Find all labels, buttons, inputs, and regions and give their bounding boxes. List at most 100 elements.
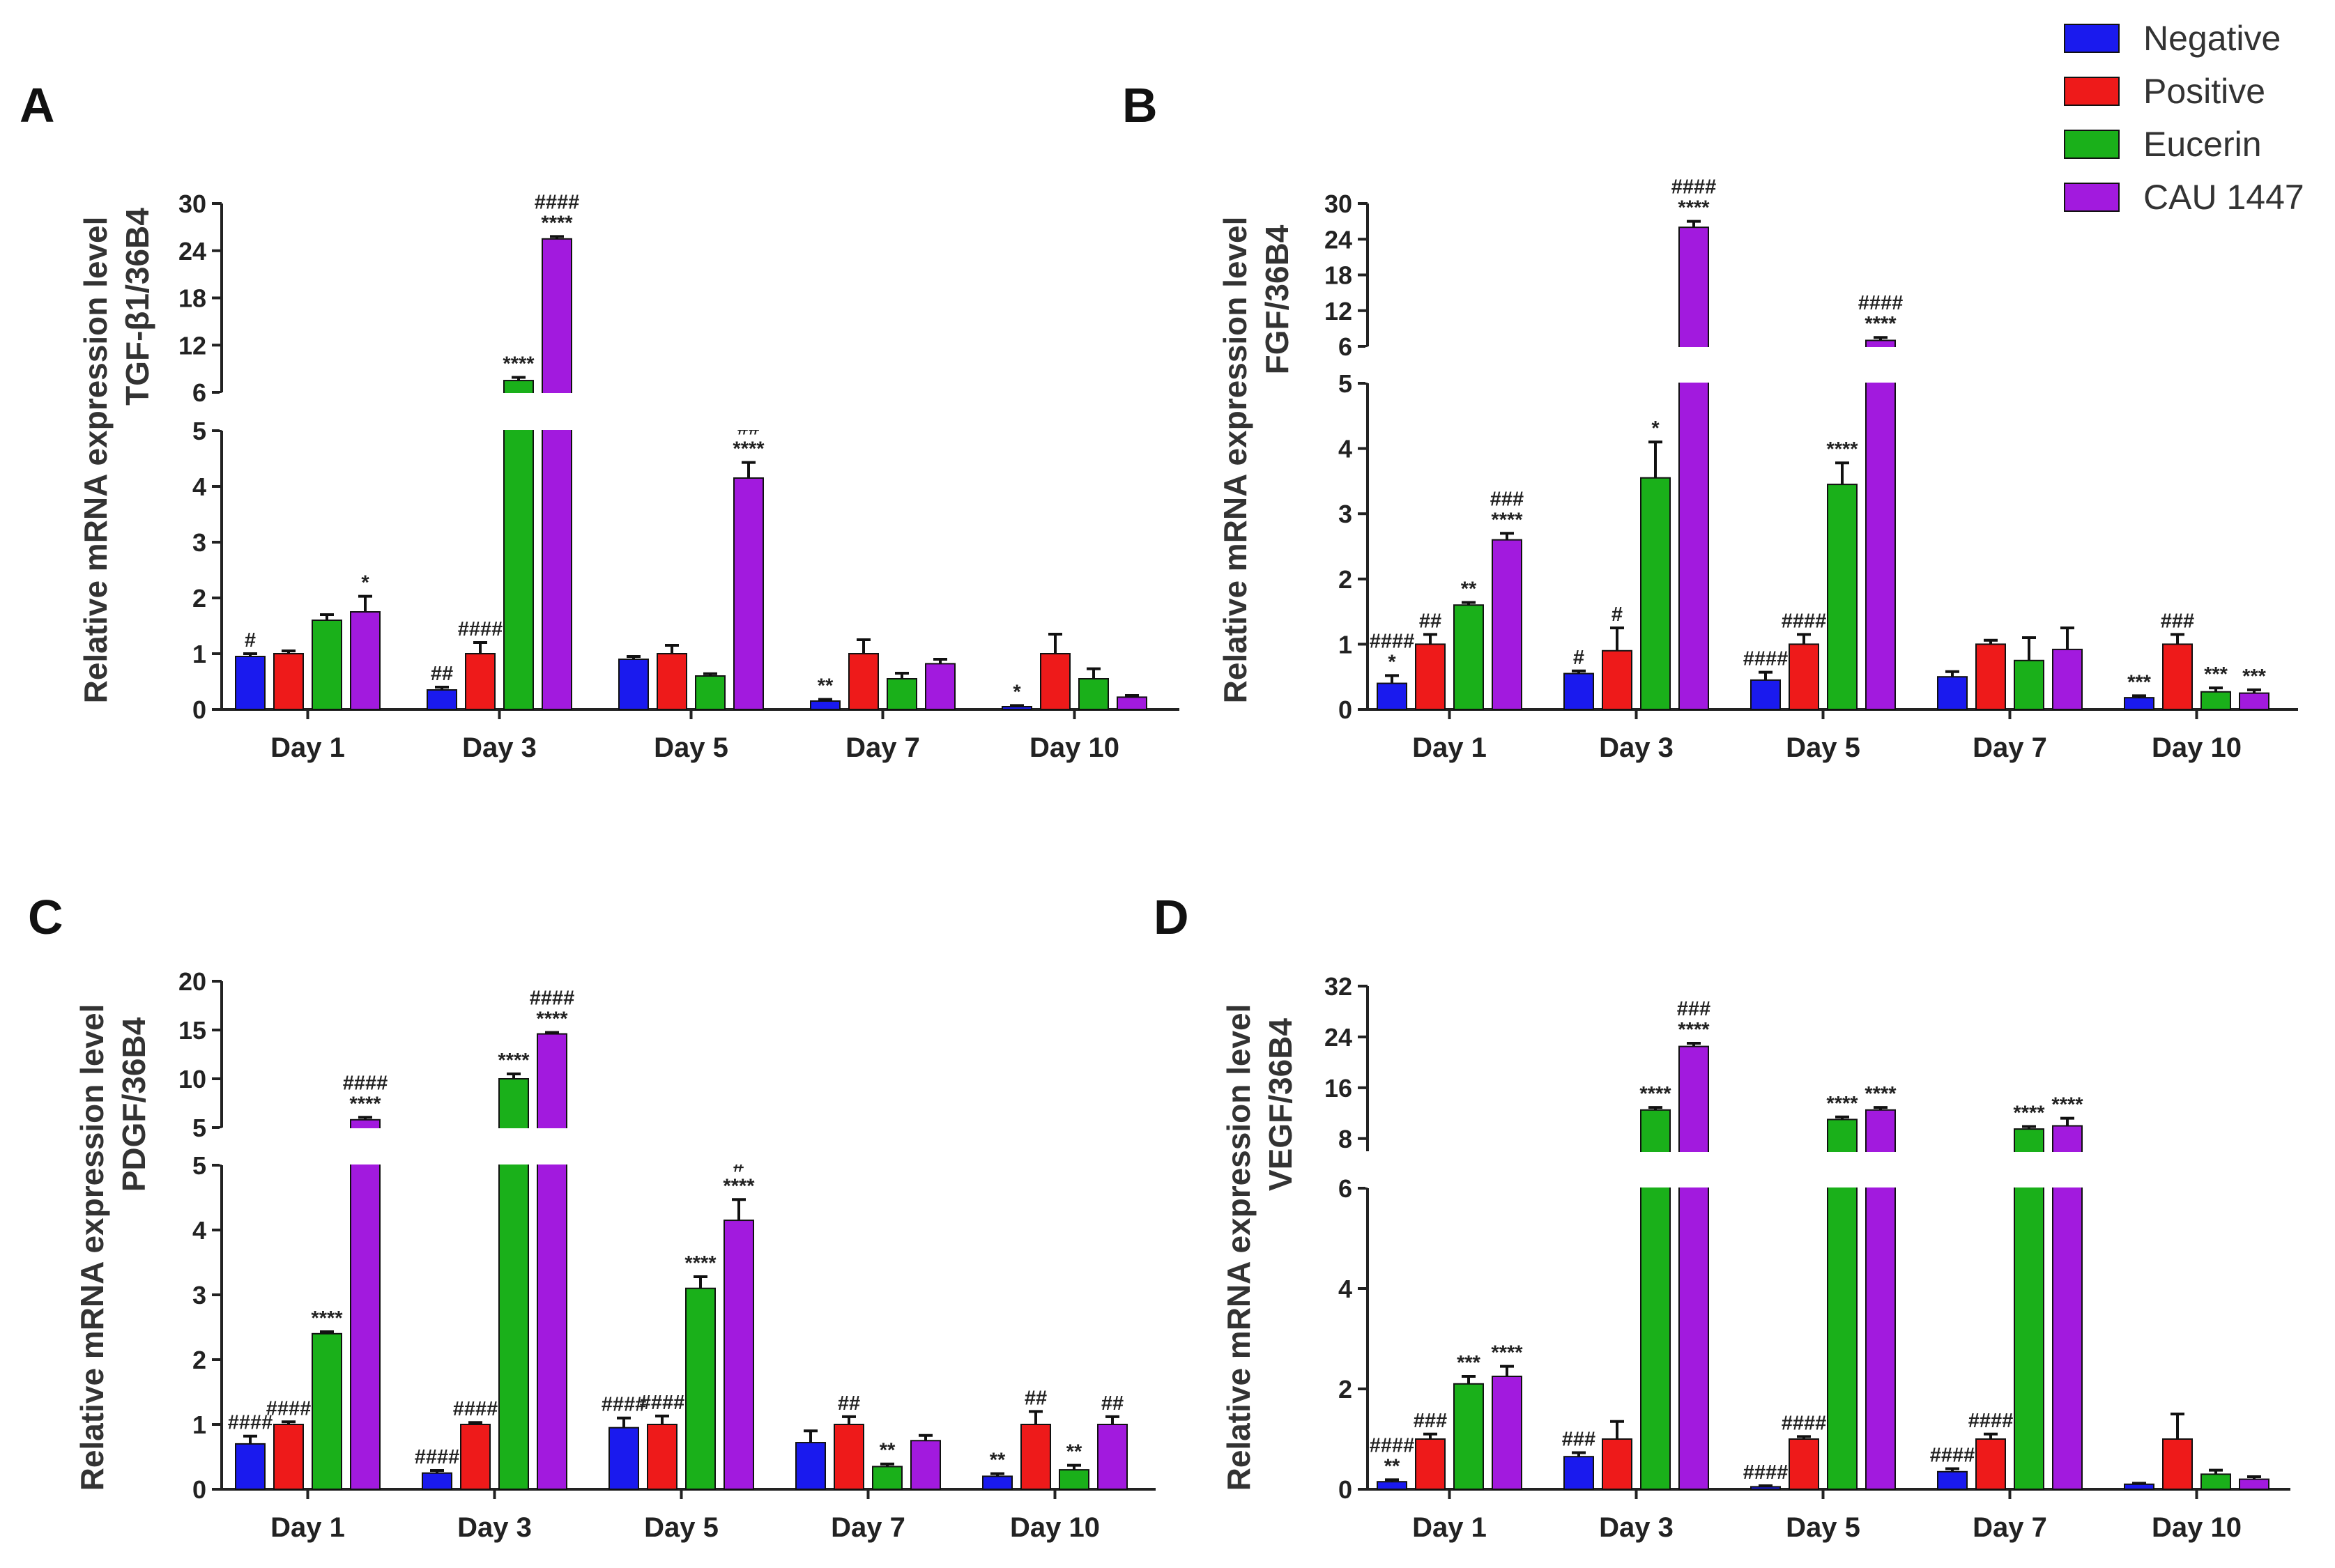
x-tick-label: Day 3 (457, 1512, 532, 1543)
significance-label: #### (458, 618, 503, 640)
x-tick-label: Day 5 (644, 1512, 719, 1543)
y-tick-label: 0 (1338, 695, 1352, 724)
significance-label: #### (535, 191, 580, 213)
x-tick-label: Day 5 (1786, 732, 1860, 763)
x-tick-label: Day 1 (1412, 1512, 1487, 1543)
bar (2162, 643, 2193, 711)
bar (2162, 1438, 2193, 1490)
bar (1377, 1481, 1407, 1490)
significance-label: ** (880, 1440, 896, 1462)
bar (925, 663, 956, 711)
x-tick-label: Day 1 (270, 1512, 345, 1543)
bar (2124, 1483, 2154, 1491)
bar (618, 659, 649, 710)
legend-label-positive: Positive (2143, 72, 2265, 111)
y-tick-label: 2 (1338, 565, 1352, 594)
bar (1059, 1469, 1089, 1491)
significance-label: ### (1414, 1410, 1447, 1432)
y-tick-label: 1 (192, 1411, 206, 1439)
y-tick-label: 30 (1324, 190, 1352, 218)
significance-label: **** (1865, 313, 1897, 335)
bar (887, 678, 917, 710)
bar (1415, 643, 1446, 711)
bar (235, 1443, 266, 1490)
bar (1789, 643, 1819, 711)
significance-label: **** (311, 1307, 343, 1330)
significance-label: **** (1639, 1083, 1671, 1105)
bar (537, 1033, 567, 1490)
significance-label: #### (1370, 1434, 1415, 1456)
bar (733, 477, 764, 710)
y-tick-label: 32 (1324, 972, 1352, 1001)
y-tick-label: 5 (192, 1151, 206, 1180)
significance-label: ** (818, 675, 834, 698)
legend-swatch-eucerin (2064, 130, 2120, 159)
bar (982, 1475, 1013, 1490)
significance-label: * (361, 572, 369, 594)
bar (1937, 676, 1968, 711)
panel-a-tgf-b1-chart: A Relative mRNA expression level TGF-β1/… (20, 78, 1181, 763)
significance-label: **** (1826, 438, 1858, 461)
significance-label: **** (733, 438, 765, 461)
bar (1020, 1424, 1051, 1490)
y-tick-label: 20 (178, 967, 206, 996)
y-tick-label: 2 (1338, 1375, 1352, 1404)
y-tick-label: 0 (192, 695, 206, 724)
significance-label: ## (431, 663, 453, 685)
y-tick-label: 0 (192, 1475, 206, 1504)
significance-label: # (1573, 647, 1584, 669)
y-axis-label-line2: FGF/36B4 (1259, 224, 1295, 374)
x-tick-label: Day 7 (1973, 1512, 2047, 1543)
legend-label-cau1447: CAU 1447 (2143, 178, 2304, 217)
bar (1789, 1438, 1819, 1490)
x-tick-label: Day 5 (1786, 1512, 1860, 1543)
bar (810, 700, 841, 710)
axis-break-gap (220, 1128, 1157, 1165)
bar (460, 1424, 491, 1490)
significance-label: #### (640, 1392, 685, 1414)
y-tick-label: 8 (1338, 1125, 1352, 1153)
significance-label: #### (1743, 1461, 1789, 1484)
bar (1563, 1456, 1594, 1490)
bar (465, 653, 496, 710)
bar (795, 1442, 826, 1491)
significance-label: **** (498, 1050, 530, 1072)
significance-label: ## (1025, 1387, 1047, 1409)
y-tick-label: 5 (192, 1114, 206, 1142)
bar (647, 1424, 677, 1490)
significance-label: #### (266, 1397, 312, 1420)
legend-swatch-cau1447 (2064, 183, 2120, 212)
legend: Negative Positive Eucerin CAU 1447 (2064, 19, 2304, 217)
bar (1640, 477, 1671, 710)
bar (235, 656, 266, 710)
bar (1117, 696, 1147, 711)
bar (1975, 643, 2006, 711)
bar (2200, 691, 2231, 711)
bar (2239, 1478, 2269, 1491)
bar (1975, 1438, 2006, 1490)
y-tick-label: 10 (178, 1065, 206, 1093)
x-tick-label: Day 3 (1599, 732, 1674, 763)
axis-break-gap (1365, 1152, 2292, 1187)
bar (2124, 697, 2154, 710)
significance-label: *** (2127, 671, 2152, 693)
axis-break-gap (1365, 347, 2299, 383)
significance-label: ## (838, 1392, 860, 1415)
x-tick-label: Day 1 (1412, 732, 1487, 763)
x-tick-label: Day 3 (1599, 1512, 1674, 1543)
y-tick-label: 3 (192, 1281, 206, 1309)
bar (2239, 692, 2269, 710)
bar (1492, 1376, 1522, 1490)
bar (312, 620, 342, 710)
x-tick-label: Day 10 (1010, 1512, 1100, 1543)
x-tick-label: Day 10 (1029, 732, 1119, 763)
bar (2052, 648, 2083, 710)
y-axis-label-line2: TGF-β1/36B4 (119, 208, 155, 406)
significance-label: #### (1370, 630, 1415, 652)
significance-label: ** (1384, 1455, 1400, 1477)
significance-label: #### (602, 1394, 647, 1416)
x-tick-label: Day 7 (831, 1512, 905, 1543)
bar (542, 238, 572, 710)
significance-label: **** (723, 1175, 755, 1197)
